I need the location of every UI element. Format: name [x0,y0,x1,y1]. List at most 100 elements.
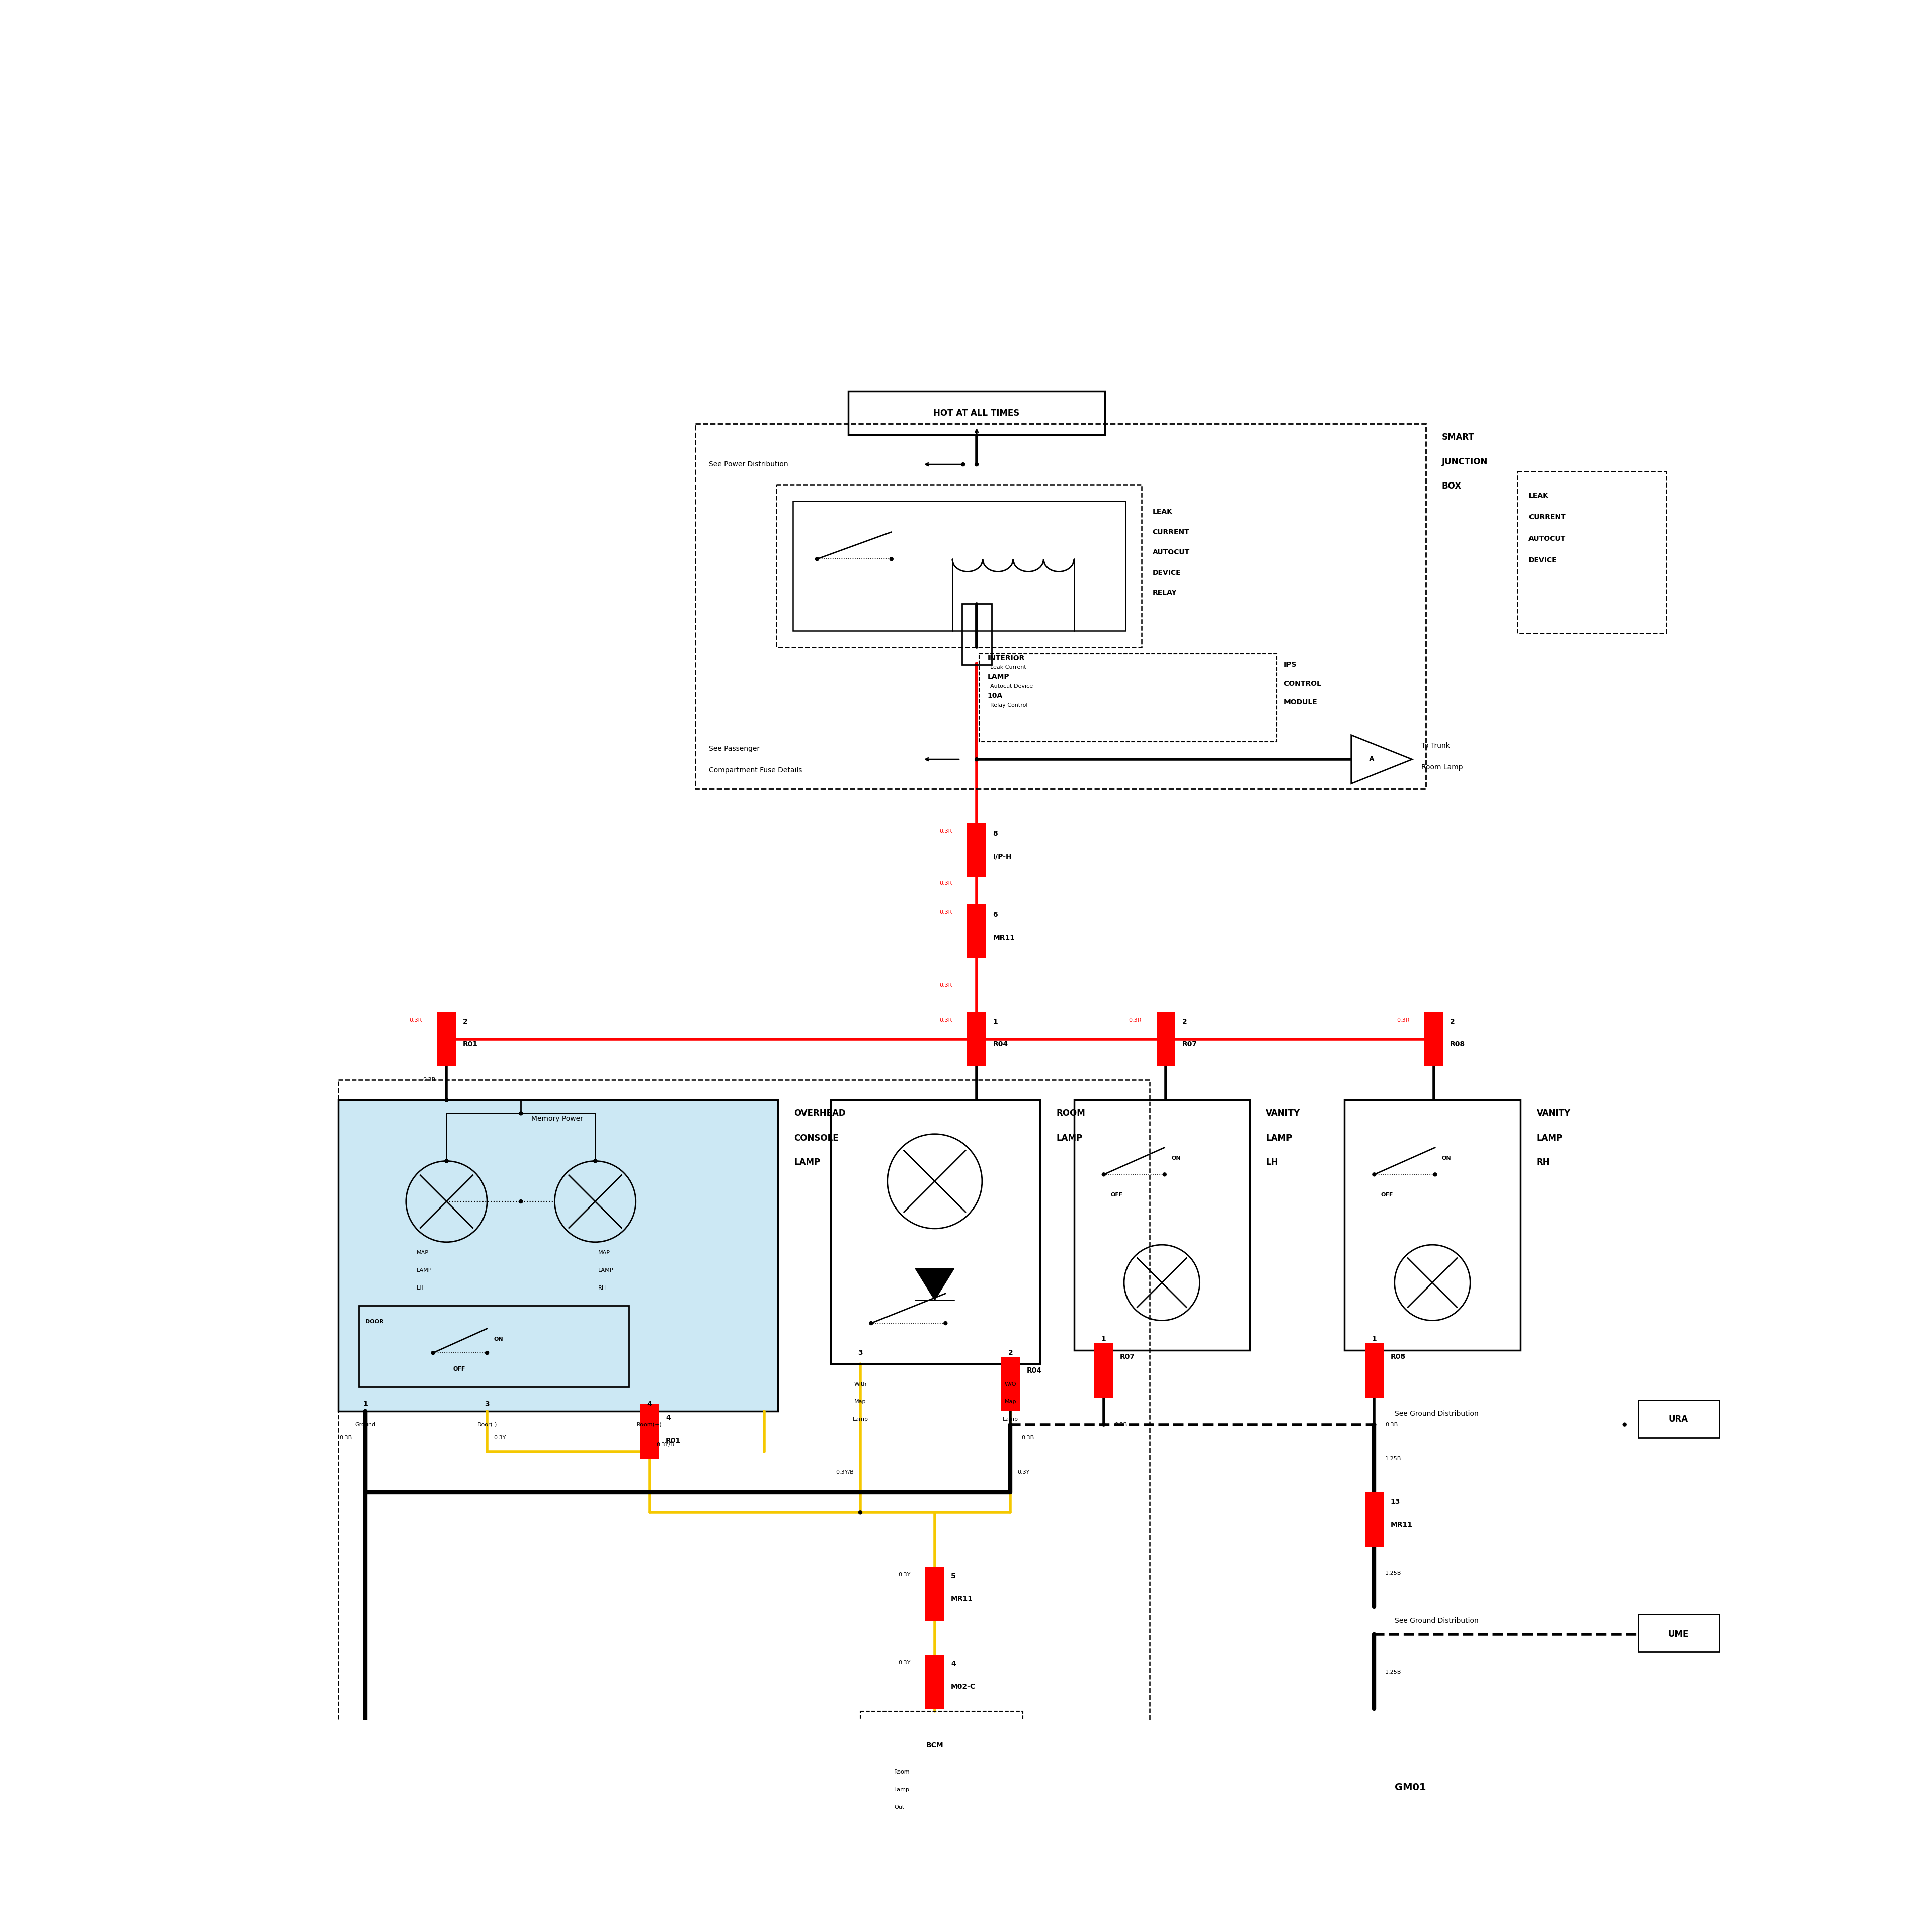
Text: 0.3B: 0.3B [1022,1435,1034,1441]
Text: 0.3Y: 0.3Y [898,1573,910,1577]
Text: Leak Current: Leak Current [989,665,1026,670]
Text: 5: 5 [951,1573,956,1580]
Text: Relay Control: Relay Control [989,703,1028,707]
Circle shape [1372,1633,1376,1636]
Text: 0.3Y: 0.3Y [898,1660,910,1665]
Text: 0.3Y/B: 0.3Y/B [835,1470,854,1474]
Text: R04: R04 [993,1041,1009,1049]
Text: INTERIOR: INTERIOR [987,655,1024,661]
Circle shape [976,757,978,761]
Text: 0.3B: 0.3B [340,1435,352,1441]
Circle shape [962,462,964,466]
Text: 0.3Y/B: 0.3Y/B [657,1443,674,1447]
Circle shape [976,1037,978,1041]
Text: VANITY: VANITY [1265,1109,1300,1119]
Text: 10A: 10A [987,692,1003,699]
Text: ON: ON [1171,1155,1180,1161]
Text: LAMP: LAMP [599,1267,612,1273]
Text: LEAK: LEAK [1151,508,1173,516]
Text: MR11: MR11 [1391,1520,1412,1528]
Text: 0.3R: 0.3R [939,983,952,987]
Circle shape [485,1350,489,1354]
Text: 1.25B: 1.25B [1385,1457,1401,1461]
Text: MODULE: MODULE [1283,699,1318,705]
Text: DEVICE: DEVICE [1151,570,1180,576]
Bar [962,603,991,665]
Bar [925,1654,945,1708]
Bar [1364,1492,1383,1546]
Text: 1.25B: 1.25B [1385,1571,1401,1577]
Text: 6: 6 [993,912,997,918]
Bar [925,1567,945,1621]
Text: LH: LH [417,1285,425,1291]
Bar [1074,1099,1250,1350]
Bar [1157,1012,1175,1066]
Bar [777,485,1142,647]
Text: W/O: W/O [1005,1381,1016,1387]
Bar [1424,1012,1443,1066]
Text: 0.3B: 0.3B [1115,1422,1126,1428]
Text: LH: LH [1265,1157,1279,1167]
Bar [639,1405,659,1459]
Text: 2: 2 [1009,1349,1012,1356]
Circle shape [889,556,893,560]
Bar [1094,1343,1113,1397]
Text: A: A [1370,755,1374,763]
Text: LAMP: LAMP [417,1267,433,1273]
Text: LAMP: LAMP [1536,1134,1563,1142]
Text: R01: R01 [464,1041,477,1049]
Text: ROOM: ROOM [1057,1109,1086,1119]
Bar [359,1306,630,1387]
Bar [848,392,1105,435]
Circle shape [1623,1422,1627,1426]
Text: MR11: MR11 [993,935,1014,941]
Bar [1638,1401,1719,1437]
Text: DEVICE: DEVICE [1528,556,1557,564]
Text: Room Lamp: Room Lamp [1422,763,1463,771]
Text: Out: Out [895,1804,904,1810]
Circle shape [520,1111,524,1115]
Text: 1: 1 [1372,1335,1378,1343]
Text: 0.3R: 0.3R [410,1018,421,1022]
Text: CURRENT: CURRENT [1528,514,1565,522]
Circle shape [1165,1037,1167,1041]
Text: R01: R01 [665,1437,680,1445]
Text: Lamp: Lamp [852,1416,867,1422]
Text: DOOR: DOOR [365,1320,384,1325]
Text: LAMP: LAMP [794,1157,821,1167]
Circle shape [943,1321,947,1325]
Text: 2: 2 [1182,1018,1186,1026]
Circle shape [444,1159,448,1163]
Text: 1: 1 [363,1401,367,1408]
Text: GM01: GM01 [1395,1783,1426,1791]
Circle shape [1101,1422,1105,1426]
Bar [1364,1343,1383,1397]
Text: 2: 2 [464,1018,468,1026]
Bar [1517,471,1665,634]
Text: 3: 3 [485,1401,489,1408]
Text: 0.3R: 0.3R [939,1018,952,1022]
Text: 4: 4 [647,1401,651,1408]
Text: MAP: MAP [599,1250,611,1256]
Text: R08: R08 [1449,1041,1464,1049]
Bar [968,823,985,877]
Text: URA: URA [1669,1414,1689,1424]
Bar [792,500,1124,630]
Text: To Trunk: To Trunk [1422,742,1451,750]
Text: VANITY: VANITY [1536,1109,1571,1119]
Text: 2: 2 [1449,1018,1455,1026]
Text: 1: 1 [993,1018,997,1026]
Bar [860,1712,1022,1833]
Text: Door(-): Door(-) [477,1422,497,1428]
Circle shape [1163,1173,1167,1177]
Text: AUTOCUT: AUTOCUT [1528,535,1565,543]
Text: 8: 8 [993,831,997,837]
Circle shape [976,462,978,466]
Bar [696,423,1426,788]
Text: Room: Room [895,1770,910,1776]
Text: 0.3R: 0.3R [939,829,952,833]
Text: 1: 1 [363,1401,367,1408]
Text: LAMP: LAMP [1057,1134,1082,1142]
Bar [338,1099,779,1410]
Text: R08: R08 [1391,1354,1406,1360]
